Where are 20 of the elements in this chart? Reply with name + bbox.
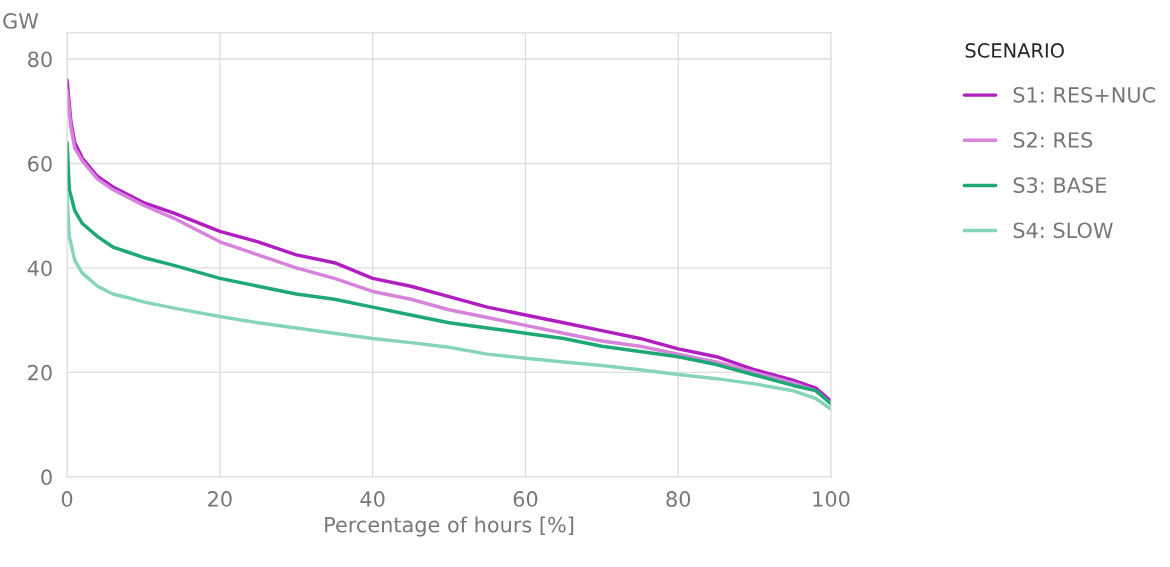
y-tick-label: 80 (28, 51, 52, 68)
y-tick-label: 60 (28, 155, 52, 172)
y-tick-label: 40 (27, 260, 52, 277)
y-tick-label: 0 (41, 469, 52, 486)
x-tick-label: 0 (61, 491, 73, 507)
legend-label: S4: SLOW (1013, 222, 1113, 239)
x-axis-title: Percentage of hours [%] (325, 516, 574, 537)
x-tick-label: 20 (208, 491, 232, 507)
legend-label: S1: RES+NUC (1013, 86, 1156, 103)
line-series (67, 193, 832, 411)
legend-title: SCENARIO (965, 43, 1064, 58)
x-tick-label: 100 (813, 491, 850, 507)
y-axis-title: GW (3, 13, 39, 29)
x-tick-label: 40 (360, 491, 385, 507)
x-tick-label: 60 (513, 491, 538, 507)
legend-label: S3: BASE (1013, 177, 1107, 194)
line-series (67, 140, 832, 406)
x-tick-label: 80 (666, 491, 691, 507)
legend-label: S2: RES (1013, 132, 1093, 148)
y-tick-label: 20 (28, 364, 52, 381)
